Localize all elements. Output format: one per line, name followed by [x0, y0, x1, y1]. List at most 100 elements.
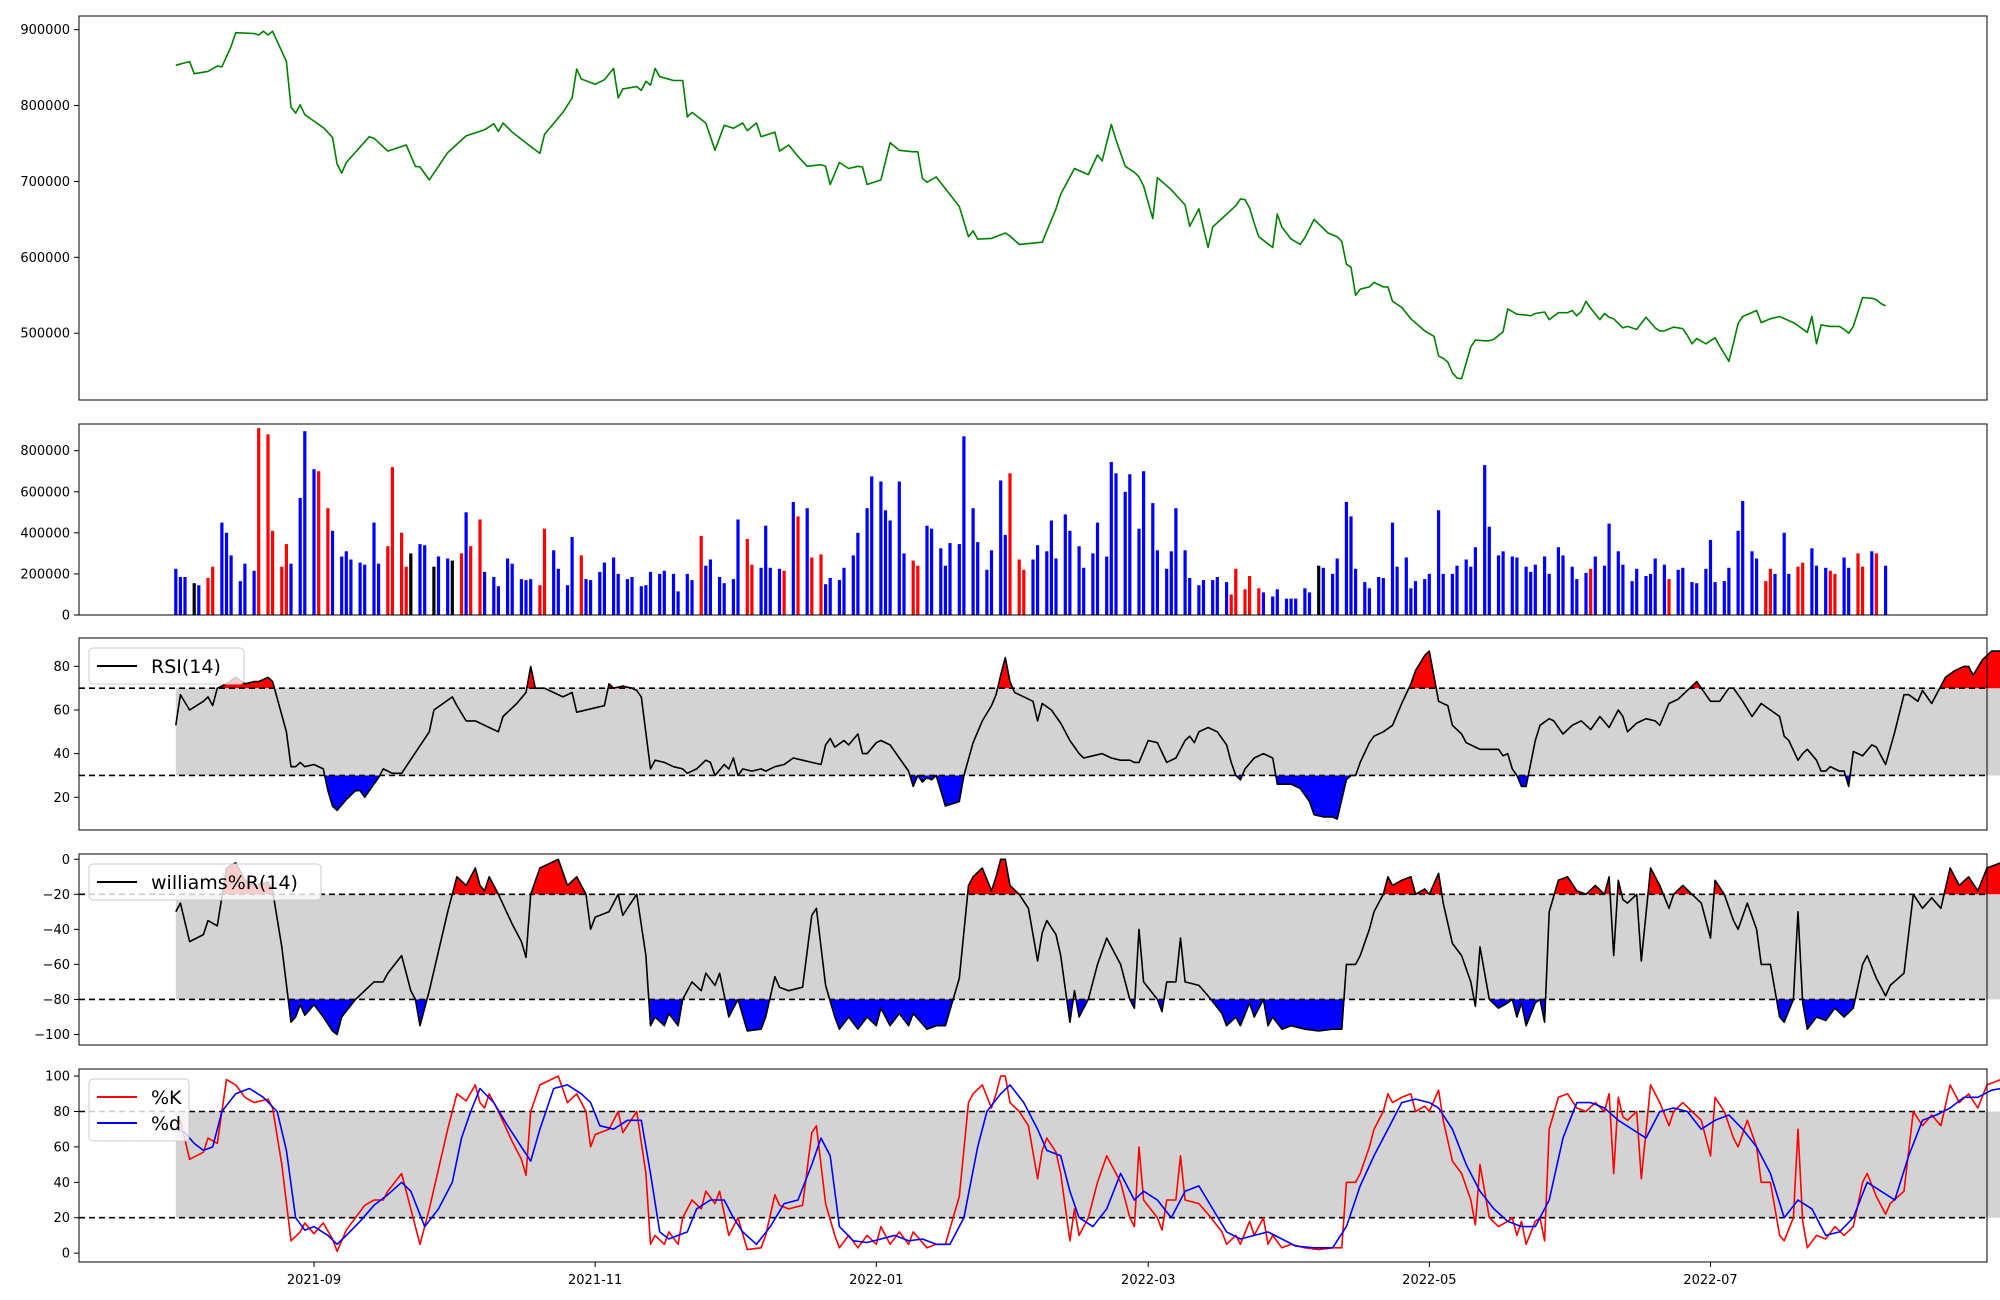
volume-bar [271, 530, 275, 615]
volume-bar [1483, 465, 1487, 615]
volume-bar [1197, 585, 1201, 615]
oversold-fill [829, 999, 954, 1030]
volume-bar [943, 565, 947, 615]
volume-bar [1317, 565, 1321, 615]
volume-bar [1455, 565, 1459, 615]
volume-bar [197, 585, 201, 615]
y-tick-label: −40 [43, 923, 70, 938]
volume-bar [1321, 567, 1325, 615]
volume-bar [1884, 565, 1888, 615]
volume-bar [552, 550, 556, 615]
volume-bar [257, 428, 261, 615]
y-tick-label: 80 [53, 1105, 70, 1120]
volume-bar [492, 577, 496, 615]
volume-bar [1755, 558, 1759, 615]
y-tick-label: 400000 [20, 526, 70, 541]
y-tick-label: 600000 [20, 485, 70, 500]
volume-bar [671, 573, 676, 615]
volume-bar [1031, 559, 1035, 615]
volume-bar [759, 567, 763, 615]
price-line [175, 30, 1886, 380]
volume-bar [1828, 570, 1832, 615]
volume-bar [570, 537, 574, 615]
volume-bar [436, 556, 441, 615]
legend [88, 647, 245, 685]
volume-bar [708, 559, 712, 615]
volume-bar [1584, 572, 1588, 615]
volume-bar [1183, 550, 1187, 615]
volume-bar [745, 539, 749, 615]
volume-bar [1307, 592, 1312, 615]
x-tick-label: 2022-07 [1683, 1273, 1737, 1288]
y-tick-label: 800000 [20, 444, 70, 459]
volume-bar [768, 567, 772, 615]
volume-bar [358, 562, 362, 615]
y-tick-label: 100 [45, 1070, 70, 1085]
volume-bar [1045, 551, 1049, 615]
volume-bar [1229, 594, 1233, 615]
volume-bar [999, 480, 1003, 615]
volume-bar [400, 532, 404, 615]
volume-bar [856, 532, 860, 615]
y-tick-label: 20 [53, 1211, 70, 1226]
volume-bar [1529, 571, 1533, 615]
volume-bar [330, 530, 335, 615]
volume-bar [989, 550, 994, 615]
series-line-williams%R(14) [175, 858, 2000, 1036]
series-line-%K [175, 1075, 2000, 1253]
volume-bar [1708, 540, 1713, 615]
volume-bar [1547, 573, 1551, 615]
panel-volume: 0 200000 400000 600000 800000 [20, 423, 1988, 624]
volume-bar [985, 569, 989, 615]
volume-bar [824, 584, 828, 615]
volume-bar [690, 580, 694, 615]
oversold-fill [1275, 775, 1356, 820]
volume-bar [1169, 551, 1173, 615]
volume-bar [1054, 558, 1058, 615]
volume-bar [1681, 567, 1685, 615]
panel-price: 500000 600000 700000 800000 900000 [20, 15, 1988, 401]
volume-bar [386, 546, 390, 615]
volume-bar [1137, 528, 1141, 615]
y-tick-label: 0 [62, 853, 70, 868]
y-tick-label: 40 [53, 747, 70, 762]
volume-bar [1142, 471, 1146, 615]
y-tick-label: 60 [53, 1140, 70, 1155]
volume-bar [1215, 577, 1219, 615]
volume-bar [1621, 564, 1625, 615]
y-tick-label: 40 [53, 1176, 70, 1191]
volume-bar [238, 581, 242, 615]
y-tick-label: 20 [53, 791, 70, 806]
volume-bar [1602, 565, 1607, 615]
volume-bar [1676, 569, 1680, 615]
volume-bar [524, 580, 528, 615]
volume-bar [699, 535, 703, 615]
volume-bar [252, 570, 256, 615]
oversold-fill [1489, 999, 1546, 1026]
volume-bar [1727, 567, 1731, 615]
volume-bar [174, 568, 178, 615]
volume-bar [284, 544, 288, 615]
volume-bar [791, 502, 795, 615]
volume-bar [409, 553, 413, 615]
volume-bar [579, 555, 583, 615]
volume-bar [224, 532, 229, 615]
volume-bar [1225, 582, 1229, 615]
volume-bar [1810, 548, 1814, 615]
volume-bar [731, 579, 735, 615]
volume-bar [450, 560, 454, 615]
volume-bar [1487, 526, 1491, 615]
legend-label: RSI(14) [151, 656, 221, 678]
volume-bar [1201, 580, 1206, 615]
volume-bar [1395, 566, 1399, 615]
volume-bar [870, 476, 874, 615]
volume-bar [1123, 491, 1127, 615]
y-tick-label: 60 [53, 704, 70, 719]
volume-bar [1261, 592, 1265, 615]
volume-bar [939, 548, 943, 615]
overbought-fill [967, 859, 1020, 895]
y-tick-label: 700000 [20, 175, 70, 190]
volume-bar [1289, 598, 1293, 615]
volume-bar [1257, 588, 1261, 615]
axes-frame [78, 15, 1988, 401]
